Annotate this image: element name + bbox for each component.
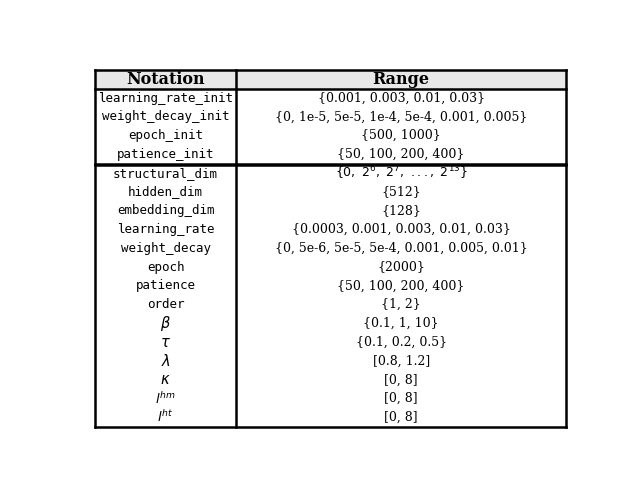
- Text: hidden_dim: hidden_dim: [128, 185, 203, 199]
- Text: $l^{ht}$: $l^{ht}$: [157, 409, 174, 426]
- Text: [0, 8]: [0, 8]: [385, 373, 418, 386]
- Text: epoch_init: epoch_init: [128, 129, 203, 142]
- Text: {0, 1e-5, 5e-5, 1e-4, 5e-4, 0.001, 0.005}: {0, 1e-5, 5e-5, 1e-4, 5e-4, 0.001, 0.005…: [275, 110, 527, 123]
- Text: $\beta$: $\beta$: [160, 314, 171, 333]
- Text: {2000}: {2000}: [377, 261, 425, 274]
- Text: [0, 8]: [0, 8]: [385, 411, 418, 424]
- Text: $l^{hm}$: $l^{hm}$: [155, 391, 176, 407]
- Text: embedding_dim: embedding_dim: [117, 204, 214, 217]
- Text: $\lambda$: $\lambda$: [161, 353, 170, 369]
- Text: structural_dim: structural_dim: [113, 167, 218, 180]
- Text: {1, 2}: {1, 2}: [381, 298, 421, 311]
- Bar: [95, 70, 566, 89]
- Text: order: order: [147, 298, 184, 311]
- Text: learning_rate: learning_rate: [117, 223, 214, 236]
- Text: Notation: Notation: [126, 71, 205, 88]
- Text: $\kappa$: $\kappa$: [160, 372, 171, 387]
- Text: {500, 1000}: {500, 1000}: [362, 129, 441, 142]
- Text: {0.0003, 0.001, 0.003, 0.01, 0.03}: {0.0003, 0.001, 0.003, 0.01, 0.03}: [292, 223, 511, 236]
- Text: patience_init: patience_init: [117, 148, 214, 161]
- Text: {0.1, 0.2, 0.5}: {0.1, 0.2, 0.5}: [356, 336, 447, 349]
- Text: {50, 100, 200, 400}: {50, 100, 200, 400}: [337, 280, 465, 292]
- Text: $\tau$: $\tau$: [160, 335, 171, 350]
- Text: [0, 8]: [0, 8]: [385, 392, 418, 405]
- Text: {512}: {512}: [381, 185, 421, 199]
- Text: weight_decay_init: weight_decay_init: [102, 110, 229, 123]
- Text: Range: Range: [372, 71, 429, 88]
- Text: [0.8, 1.2]: [0.8, 1.2]: [372, 355, 430, 367]
- Text: {0.1, 1, 10}: {0.1, 1, 10}: [364, 317, 439, 330]
- Text: epoch: epoch: [147, 261, 184, 274]
- Text: {0.001, 0.003, 0.01, 0.03}: {0.001, 0.003, 0.01, 0.03}: [317, 92, 484, 104]
- Text: {50, 100, 200, 400}: {50, 100, 200, 400}: [337, 148, 465, 161]
- Text: $\{0,\ 2^6,\ 2^7,\ ...,\ 2^{13}\}$: $\{0,\ 2^6,\ 2^7,\ ...,\ 2^{13}\}$: [335, 164, 468, 183]
- Text: weight_decay: weight_decay: [120, 242, 211, 255]
- Text: learning_rate_init: learning_rate_init: [98, 92, 233, 104]
- Text: patience: patience: [136, 280, 196, 292]
- Text: {0, 5e-6, 5e-5, 5e-4, 0.001, 0.005, 0.01}: {0, 5e-6, 5e-5, 5e-4, 0.001, 0.005, 0.01…: [275, 242, 527, 255]
- Text: {128}: {128}: [381, 204, 421, 217]
